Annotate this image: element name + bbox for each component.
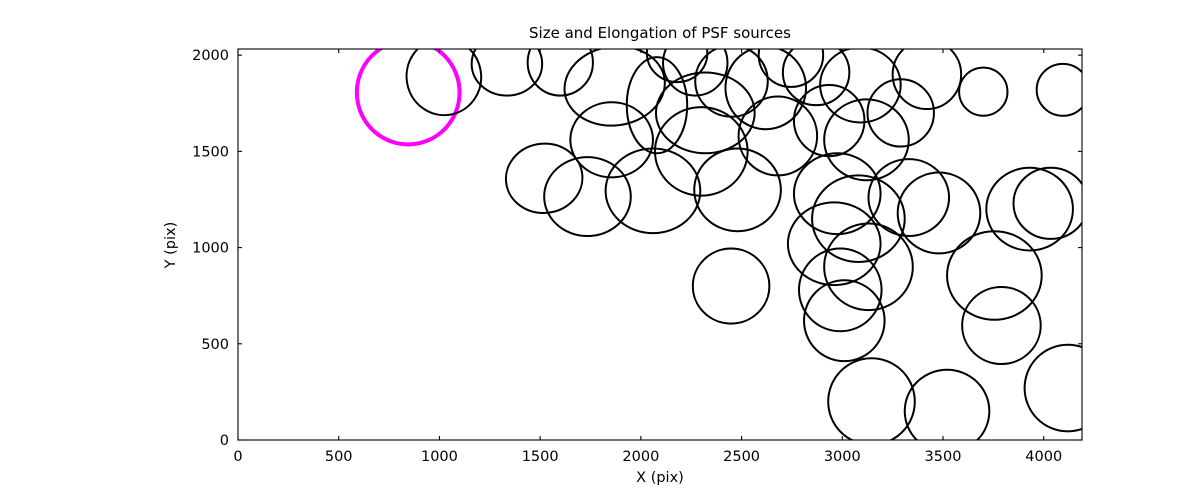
psf-ellipse — [543, 156, 632, 238]
psf-ellipse — [604, 147, 702, 235]
psf-ellipse — [819, 49, 902, 124]
psf-ellipse — [903, 368, 991, 440]
psf-ellipse — [662, 49, 729, 97]
psf-ellipse — [694, 49, 769, 118]
x-tick-label: 1000 — [421, 449, 458, 465]
psf-ellipse — [958, 66, 1009, 117]
psf-ellipse — [526, 49, 594, 97]
x-tick-label: 3000 — [824, 449, 861, 465]
y-axis-label: Y (pix) — [163, 222, 179, 270]
psf-ellipse — [961, 286, 1042, 365]
psf-ellipse — [757, 49, 825, 88]
x-axis-label: X (pix) — [636, 470, 684, 486]
psf-ellipse — [946, 230, 1043, 321]
psf-ellipse — [823, 98, 910, 182]
psf-ellipse — [1023, 343, 1082, 433]
series-reference — [354, 49, 462, 147]
psf-ellipse — [737, 95, 819, 177]
chart-title: Size and Elongation of PSF sources — [529, 24, 791, 42]
x-tick-label: 500 — [325, 449, 353, 465]
y-tick-label: 1500 — [192, 144, 229, 160]
y-tick-label: 500 — [201, 337, 229, 353]
psf-ellipse — [896, 171, 982, 255]
psf-ellipse — [691, 247, 771, 325]
psf-ellipse — [625, 56, 689, 155]
y-tick-label: 2000 — [192, 48, 229, 64]
psf-ellipse — [811, 174, 906, 264]
psf-ellipse — [645, 49, 709, 84]
psf-ellipse — [781, 49, 851, 107]
psf-ellipse — [354, 49, 462, 147]
psf-ellipse — [867, 158, 951, 238]
axes-layer: 0 500 1000 1500 2000 2500 3000 3500 4000 0 500 1000… — [192, 48, 1083, 465]
ellipse-layer — [354, 49, 1082, 440]
psf-ellipse — [827, 357, 916, 440]
psf-ellipse — [786, 201, 882, 287]
psf-ellipse — [724, 49, 808, 131]
psf-ellipse — [653, 106, 749, 197]
series-psf_sources — [405, 49, 1082, 440]
psf-ellipse — [891, 49, 963, 111]
psf-ellipse — [985, 166, 1074, 252]
y-tick-label: 1000 — [192, 241, 229, 257]
psf-ellipse — [1012, 166, 1082, 240]
x-tick-label: 3500 — [925, 449, 962, 465]
psf-ellipse — [654, 71, 756, 155]
x-tick-label: 1500 — [522, 449, 559, 465]
y-tick-label: 0 — [220, 433, 229, 449]
psf-ellipse — [792, 83, 866, 158]
psf-ellipse — [470, 49, 544, 97]
psf-ellipse — [797, 247, 883, 333]
x-tick-label: 4000 — [1025, 449, 1062, 465]
psf-ellipse — [693, 147, 782, 233]
psf-ellipse — [866, 78, 935, 148]
psf-ellipse — [823, 222, 914, 312]
psf-ellipse — [792, 152, 882, 236]
psf-ellipse — [1035, 62, 1082, 117]
psf-ellipse — [803, 279, 886, 363]
x-tick-label: 0 — [233, 449, 242, 465]
x-tick-label: 2000 — [622, 449, 659, 465]
psf-ellipse — [569, 101, 654, 179]
psf-ellipse — [405, 49, 483, 117]
x-tick-label: 2500 — [723, 449, 760, 465]
axes-frame — [237, 48, 1083, 441]
